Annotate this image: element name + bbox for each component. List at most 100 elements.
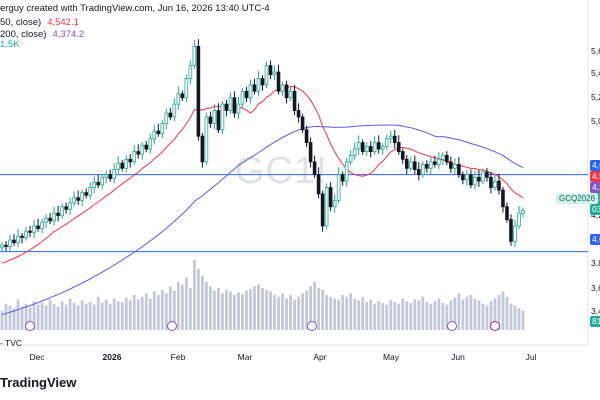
time-axis-label: 2026 [102,352,122,362]
candle-body [96,181,100,186]
volume-bar [285,298,288,330]
candle-body [493,180,497,188]
candle-body [416,169,421,176]
volume-bar [237,292,240,330]
volume-bar [409,302,413,330]
volume-bar [12,308,16,330]
candle-body [400,151,405,160]
volume-bar [40,302,44,330]
legend-volume: 1.5K [0,39,20,50]
volume-bar [301,293,304,330]
volume-bar [60,301,64,330]
candle-body [188,65,193,79]
candle-body [148,138,153,150]
countdown-tag: 03 [590,204,600,215]
chart-author-line: erguy created with TradingView.com, Jun … [0,3,270,14]
volume-bar [497,295,501,330]
volume-bar [64,304,68,330]
candle-body [300,116,305,131]
candle-body [320,193,325,227]
candle-body [224,103,229,111]
legend-volume-label: 1.5K [0,39,20,50]
candle-body [501,189,505,208]
candle-body [352,148,357,156]
candle-body [328,187,333,208]
candle-body [312,161,317,176]
candle-body [461,174,465,181]
candle-body [144,144,149,150]
candle-body [248,84,253,99]
candle-body [284,84,289,99]
candle-body [296,110,301,118]
candle-body [256,78,261,92]
candle-body [244,90,249,99]
volume-bar [477,300,481,330]
data-source-label: - TVC [0,338,23,348]
candle-body [465,174,469,181]
candle-body [441,155,445,160]
volume-bar [84,303,88,330]
candle-body [192,46,197,67]
volume-bar [233,295,236,330]
volume-bar [509,303,513,330]
volume-bar [333,298,337,330]
candle-body [396,142,401,152]
candle-body [517,212,521,227]
volume-bar [164,293,168,330]
candle-body [64,206,68,210]
ma50-line [1,85,524,264]
volume-bar [108,303,112,330]
volume-bar [104,299,108,330]
candle-body [336,174,341,201]
candle-body [28,230,32,233]
candle-body [184,78,189,99]
candle-body [509,219,513,242]
volume-bar [469,295,473,330]
candle-body [124,158,129,169]
volume-bar [445,304,449,330]
volume-bar [257,284,260,330]
volume-bar [152,291,156,330]
candle-body [421,164,425,176]
volume-bar [401,298,405,330]
candle-body [212,110,217,124]
candle-body [20,235,24,238]
tradingview-logo[interactable]: TradingView [0,375,76,390]
candle-body [268,65,273,76]
candle-body [348,155,353,163]
volume-bar [184,277,188,330]
legend-ma200: 200, close) 4,374.2 [0,29,84,40]
price-axis-label: 5,4 [591,68,600,78]
volume-bar [441,302,445,330]
candle-body [332,199,337,208]
candle-body [437,158,441,165]
volume-bar [100,302,104,330]
candle-body [136,151,141,155]
symbol-badge[interactable]: GCQ2026 [556,193,599,204]
candle-body [92,181,96,188]
volume-bar [461,299,465,330]
candle-body [160,122,165,135]
candle-body [84,192,88,196]
candle-body [380,146,385,150]
candle-body [104,174,109,178]
candle-body [324,187,329,227]
volume-bar [293,299,296,330]
time-axis-label: Dec [29,352,45,362]
volume-bar [168,286,172,330]
volume-bar [501,291,505,330]
volume-bar [485,305,489,330]
candle-body [372,142,377,152]
volume-bar [453,297,457,330]
price-axis-label: 5,2 [591,92,600,102]
candle-body [12,239,16,244]
volume-bar [128,300,132,330]
volume-bar [489,301,493,330]
volume-bar [373,303,377,330]
legend-ma50-label: 50, close) [0,17,42,28]
candle-body [128,158,133,163]
volume-bar [313,281,317,330]
candle-body [292,90,297,111]
volume-bar [188,288,192,330]
